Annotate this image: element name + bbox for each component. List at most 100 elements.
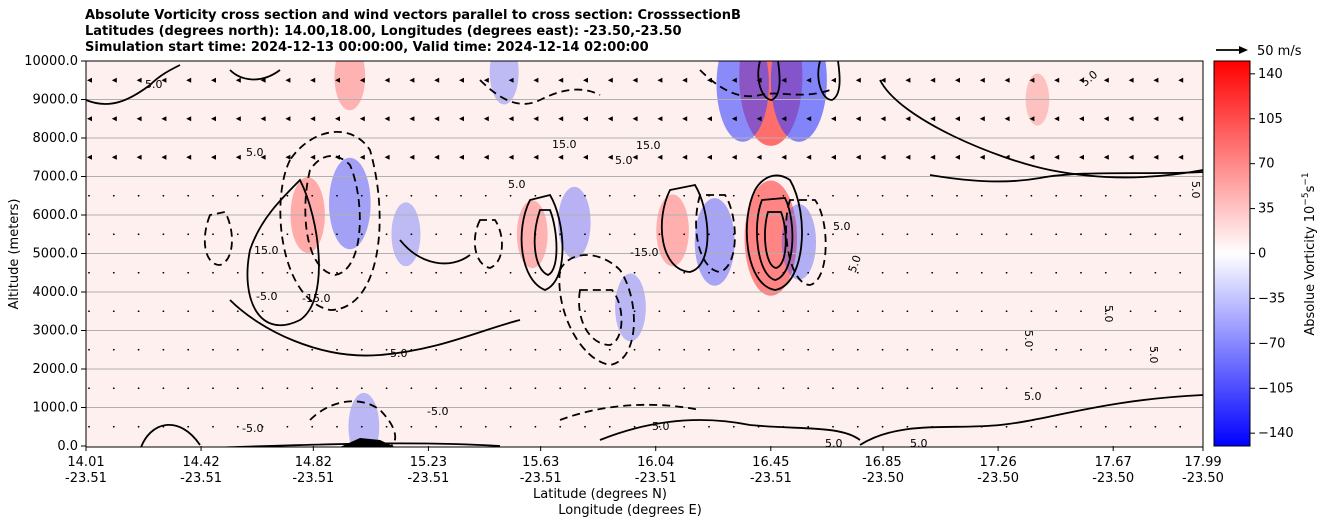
wind-vector	[1030, 310, 1033, 313]
y-axis: 0.0 1000.0 2000.0 3000.0 4000.0 5000.0 6000.0 7…	[24, 54, 86, 454]
wind-vector	[1204, 272, 1206, 274]
wind-vector	[855, 116, 861, 122]
colorbar-label-base: Absolue Vorticity 10	[1303, 206, 1318, 336]
vorticity-blob	[391, 202, 421, 267]
wind-vector	[781, 154, 787, 160]
wind-vector	[187, 310, 190, 313]
wind-vector	[435, 387, 438, 390]
colorbar-tick-label: 140	[1258, 67, 1283, 82]
contour-solid	[520, 193, 564, 291]
wind-vector	[807, 425, 810, 428]
wind-vector	[905, 77, 911, 83]
wind-vector	[1054, 116, 1060, 122]
wind-vector	[832, 194, 834, 197]
wind-vector	[1080, 310, 1082, 313]
wind-vector	[633, 310, 636, 313]
wind-vector	[781, 116, 787, 122]
wind-vector	[435, 271, 438, 274]
wind-vector	[1203, 116, 1208, 121]
wind-vector	[87, 77, 92, 83]
wind-vector	[807, 348, 810, 351]
wind-vector	[1029, 116, 1035, 122]
contour-solid	[399, 239, 471, 265]
wind-vector	[683, 425, 686, 428]
wind-vector	[807, 233, 810, 236]
wind-vector	[336, 310, 338, 313]
wind-vector	[261, 233, 264, 236]
wind-vector	[187, 194, 190, 197]
wind-vector	[1080, 233, 1082, 236]
wind-vector	[483, 116, 489, 122]
wind-vector	[1204, 310, 1206, 312]
contour-solid	[86, 64, 181, 105]
wind-vector	[1030, 194, 1033, 197]
wind-vector	[484, 271, 487, 274]
wind-vector	[1203, 78, 1208, 83]
wind-vector	[1029, 77, 1035, 83]
wind-vector	[236, 348, 239, 351]
wind-vector	[832, 271, 834, 274]
wind-vector	[460, 310, 462, 313]
wind-vector	[1080, 348, 1082, 351]
wind-vector	[161, 77, 167, 83]
wind-vector	[1005, 194, 1008, 197]
wind-vector	[508, 116, 514, 122]
x-tick-label-lon: -23.51	[407, 471, 449, 486]
wind-vector	[459, 116, 464, 122]
y-tick-label: 0.0	[57, 439, 78, 454]
wind-vector	[534, 271, 537, 274]
wind-vector	[1103, 77, 1109, 83]
contour-label: 5.0	[246, 146, 264, 159]
wind-vector	[757, 425, 760, 428]
colorbar-tick-label: −105	[1258, 381, 1294, 396]
wind-vector	[187, 271, 190, 274]
contour-label: 5.0	[1147, 346, 1160, 364]
wind-vector	[509, 271, 512, 274]
wind-vector	[583, 154, 588, 160]
y-tick-label: 5000.0	[33, 247, 79, 262]
wind-vector	[905, 116, 911, 122]
wind-vector	[931, 271, 934, 274]
contour-label: 5.0	[615, 154, 633, 167]
wind-vector	[832, 348, 834, 351]
y-axis-label: Altitude (meters)	[7, 199, 22, 310]
wind-vector	[286, 194, 289, 197]
wind-vector	[435, 233, 438, 236]
contour-solid	[756, 197, 794, 281]
wind-vector	[1179, 348, 1182, 351]
wind-vector	[1129, 348, 1132, 351]
vorticity-blob	[558, 186, 591, 259]
contour-solid	[229, 69, 281, 81]
wind-vector	[87, 154, 92, 160]
wind-vector	[1103, 116, 1109, 122]
contour-label: 5.0	[145, 78, 163, 91]
wind-vector	[708, 271, 710, 274]
wind-vector	[1153, 77, 1159, 83]
wind-vector	[212, 310, 214, 313]
wind-vector	[212, 194, 214, 197]
wind-vector	[956, 387, 958, 390]
wind-vector	[534, 194, 537, 197]
colorbar-tick-label: −35	[1258, 291, 1285, 306]
wind-vector	[1004, 154, 1010, 160]
wind-vector	[1054, 154, 1060, 160]
wind-vector	[806, 77, 812, 83]
wind-vector	[336, 425, 338, 428]
wind-vector	[682, 154, 688, 160]
wind-vector	[162, 425, 165, 428]
wind-vector	[707, 154, 712, 160]
wind-vector	[731, 116, 737, 122]
wind-vector	[236, 271, 239, 274]
wind-vector	[1104, 348, 1107, 351]
wind-vector	[1129, 194, 1132, 197]
wind-vector	[212, 348, 214, 351]
wind-vector	[658, 387, 661, 390]
wind-vector	[881, 310, 884, 313]
wind-vector	[261, 387, 264, 390]
wind-vector	[1055, 233, 1058, 236]
wind-vector	[1054, 77, 1060, 83]
wind-vector	[360, 348, 363, 351]
wind-vector	[931, 233, 934, 236]
wind-vector	[534, 425, 537, 428]
